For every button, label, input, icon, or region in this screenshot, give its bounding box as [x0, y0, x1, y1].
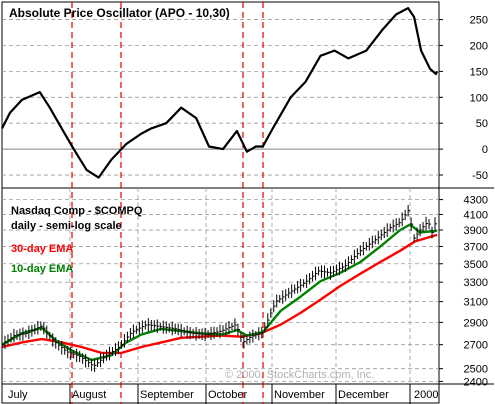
x-tick-label: October — [208, 389, 247, 401]
price-subtitle: daily - semi-log scale — [11, 220, 122, 232]
bottom-y-tick-label: 2700 — [464, 340, 488, 352]
price-title: Nasdaq Comp - $COMPQ — [11, 205, 143, 217]
top-y-tick-label: 200 — [470, 40, 488, 52]
top-y-tick-label: 250 — [470, 15, 488, 27]
bottom-y-tick-label: 3100 — [464, 297, 488, 309]
ema-30-line — [1, 233, 438, 355]
top-y-tick-label: 50 — [476, 118, 488, 130]
apo-title: Absolute Price Oscillator (APO - 10,30) — [9, 6, 230, 20]
bottom-y-tick-label: 3500 — [464, 259, 488, 271]
bottom-y-tick-label: 4300 — [464, 195, 488, 207]
bottom-y-tick-label: 3900 — [464, 225, 488, 237]
top-y-tick-label: 100 — [470, 92, 488, 104]
top-y-tick-label: 0 — [482, 144, 488, 156]
bottom-y-tick-label: 4100 — [464, 209, 488, 221]
x-tick-label: August — [72, 389, 106, 401]
bottom-y-tick-label: 2500 — [464, 364, 488, 376]
x-tick-label: July — [8, 389, 28, 401]
x-tick-label: September — [140, 389, 194, 401]
legend-label: 10-day EMA — [11, 263, 73, 275]
bottom-y-tick-label: 3700 — [464, 241, 488, 253]
x-tick-label: December — [338, 389, 389, 401]
ema-10-line — [1, 223, 438, 362]
top-y-tick-label: -50 — [472, 170, 488, 182]
apo-line — [1, 7, 439, 179]
top-y-tick-label: 150 — [470, 66, 488, 78]
copyright-annotation: © 2000, StockCharts.com, Inc. — [225, 369, 374, 381]
x-tick-label: November — [274, 389, 325, 401]
legend-label: 30-day EMA — [11, 243, 73, 255]
bottom-y-tick-label: 2900 — [464, 317, 488, 329]
x-tick-label: 2000 — [414, 389, 438, 401]
bottom-y-tick-label: 2400 — [464, 376, 488, 388]
bottom-y-tick-label: 3300 — [464, 277, 488, 289]
